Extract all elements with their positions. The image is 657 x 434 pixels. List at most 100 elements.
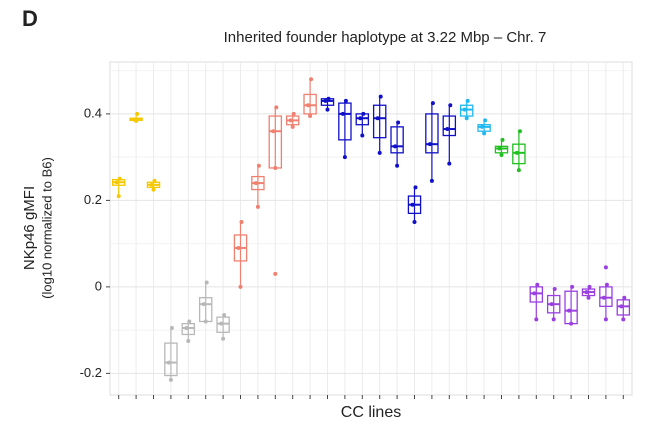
point: [340, 111, 345, 116]
y-axis-sublabel: (log10 normalized to B6): [39, 157, 54, 299]
point: [149, 182, 154, 187]
point: [358, 116, 363, 121]
point: [203, 319, 208, 324]
point: [309, 77, 314, 82]
point: [378, 94, 383, 99]
y-tick-label: 0.4: [84, 105, 102, 120]
point: [535, 282, 540, 287]
point: [465, 98, 470, 103]
point: [482, 131, 487, 136]
point: [532, 291, 537, 296]
point: [323, 98, 328, 103]
point: [186, 338, 191, 343]
box: [216, 316, 230, 333]
box: [425, 113, 439, 154]
point: [570, 284, 575, 289]
point: [483, 118, 488, 123]
point: [447, 161, 452, 166]
point: [377, 150, 382, 155]
point: [187, 319, 192, 324]
box: [181, 322, 196, 336]
point: [601, 295, 606, 300]
point: [256, 163, 261, 168]
point: [132, 117, 137, 122]
point: [239, 220, 244, 225]
point: [343, 98, 348, 103]
point: [552, 287, 557, 292]
point: [253, 181, 258, 186]
point: [114, 180, 119, 185]
point: [410, 202, 415, 207]
point: [201, 302, 206, 307]
box: [164, 342, 178, 377]
outlier: [273, 271, 278, 276]
box: [477, 124, 491, 132]
point: [308, 114, 313, 119]
point: [326, 96, 331, 101]
plot-area: [109, 61, 633, 396]
point: [290, 124, 295, 129]
point: [360, 133, 365, 138]
point: [204, 280, 209, 285]
point: [169, 325, 174, 330]
point: [393, 144, 398, 149]
point: [584, 290, 589, 295]
point: [151, 187, 156, 192]
point: [427, 142, 432, 147]
point: [514, 150, 519, 155]
point: [480, 124, 485, 129]
point: [587, 284, 592, 289]
point: [395, 163, 400, 168]
point: [622, 295, 627, 300]
point: [499, 152, 504, 157]
box: [616, 299, 631, 316]
point: [117, 176, 122, 181]
point: [621, 317, 626, 322]
point: [306, 103, 311, 108]
point: [516, 168, 521, 173]
box: [303, 93, 317, 115]
point: [500, 137, 505, 142]
point: [222, 312, 227, 317]
point: [462, 107, 467, 112]
point: [517, 129, 522, 134]
box: [372, 104, 387, 139]
point: [464, 116, 469, 121]
point: [396, 120, 401, 125]
y-tick-label: -0.2: [80, 365, 102, 380]
point: [586, 295, 591, 300]
point: [255, 204, 260, 209]
outlier: [603, 265, 608, 270]
point: [603, 317, 608, 322]
point: [567, 308, 572, 313]
point: [271, 129, 276, 134]
box: [338, 102, 352, 141]
point: [168, 377, 173, 382]
box: [512, 143, 526, 165]
point: [166, 360, 171, 365]
point: [116, 194, 121, 199]
box: [442, 115, 457, 137]
point: [413, 185, 418, 190]
point: [325, 107, 330, 112]
y-axis-label: NKp46 gMFI: [21, 186, 38, 270]
point: [445, 127, 450, 132]
y-tick-label: 0: [95, 278, 102, 293]
box: [599, 286, 613, 307]
point: [429, 178, 434, 183]
point: [412, 220, 417, 225]
point: [184, 325, 189, 330]
point: [342, 155, 347, 160]
box: [459, 104, 474, 117]
point: [221, 336, 226, 341]
point: [430, 101, 435, 106]
panel-label: D: [22, 6, 38, 31]
point: [534, 317, 539, 322]
point: [497, 146, 502, 151]
point: [448, 103, 453, 108]
box: [529, 286, 544, 303]
point: [375, 116, 380, 121]
point: [619, 304, 624, 309]
point: [604, 282, 609, 287]
